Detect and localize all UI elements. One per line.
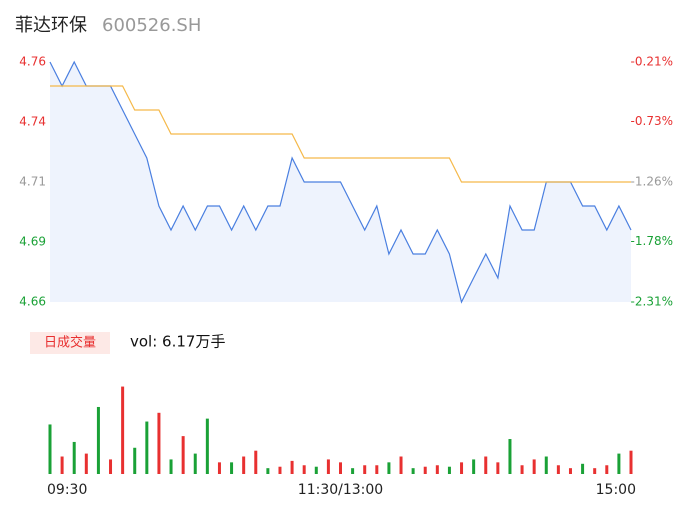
volume-bar	[254, 450, 258, 474]
volume-bar	[532, 459, 536, 474]
volume-bar	[72, 441, 76, 474]
stock-name: 菲达环保	[15, 15, 87, 36]
volume-bar	[629, 450, 633, 474]
volume-bar	[157, 412, 161, 474]
y2-tick-label: -0.73%	[631, 114, 673, 128]
volume-bar	[484, 456, 488, 474]
volume-bar	[60, 456, 64, 474]
volume-bar	[181, 436, 185, 474]
volume-bar	[266, 468, 270, 474]
volume-bar	[423, 466, 427, 474]
volume-bar	[109, 459, 113, 474]
volume-bar	[290, 460, 294, 474]
volume-bar	[205, 418, 209, 474]
volume-bar	[508, 439, 512, 474]
volume-bar	[314, 466, 318, 474]
volume-bar	[387, 462, 391, 474]
volume-bar	[581, 463, 585, 474]
volume-bar	[133, 447, 137, 474]
volume-bar	[617, 453, 621, 474]
volume-label: 日成交量	[44, 335, 96, 351]
volume-bar	[605, 465, 609, 474]
average-line	[50, 85, 631, 183]
volume-bar	[351, 468, 355, 474]
volume-bar	[96, 406, 100, 474]
y2-tick-label: -1.26%	[631, 175, 673, 189]
volume-bar	[447, 466, 451, 474]
volume-bar	[302, 465, 306, 474]
y-tick-label: 4.76	[19, 55, 46, 69]
volume-bar	[169, 459, 173, 474]
volume-bar	[326, 459, 330, 474]
y-tick-label: 4.74	[19, 115, 46, 129]
volume-bar	[84, 453, 88, 474]
volume-label-box	[30, 332, 110, 354]
volume-bar	[399, 456, 403, 474]
volume-bar	[363, 465, 367, 474]
volume-bar	[411, 468, 415, 474]
volume-bar	[145, 421, 149, 474]
stock-code: 600526.SH	[102, 15, 201, 36]
volume-bar	[193, 453, 197, 474]
volume-bar	[217, 462, 221, 474]
y2-tick-label: -1.78%	[631, 234, 673, 248]
volume-bar	[520, 465, 524, 474]
volume-bar	[230, 462, 234, 474]
y-tick-label: 4.71	[19, 175, 46, 189]
y-tick-label: 4.69	[19, 235, 46, 249]
y2-tick-label: -0.21%	[631, 55, 673, 69]
x-tick-label: 15:00	[596, 482, 636, 498]
y-tick-label: 4.66	[19, 295, 46, 309]
y2-tick-label: -2.31%	[631, 295, 673, 309]
volume-bar	[556, 465, 560, 474]
volume-bar	[375, 465, 379, 474]
x-tick-label: 11:30/13:00	[298, 482, 383, 498]
volume-bar	[460, 462, 464, 474]
volume-bar	[242, 456, 246, 474]
volume-bar	[278, 466, 282, 474]
volume-bar	[339, 462, 342, 474]
volume-bar	[496, 462, 500, 474]
volume-bar	[593, 468, 597, 474]
volume-bar	[544, 456, 548, 474]
volume-bar	[48, 424, 52, 474]
volume-bar	[568, 468, 572, 474]
volume-bar	[472, 459, 476, 474]
volume-bar	[121, 386, 125, 474]
volume-summary: vol: 6.17万手	[130, 333, 225, 351]
x-tick-label: 09:30	[47, 482, 87, 498]
volume-bar	[435, 465, 439, 474]
price-line	[49, 60, 632, 304]
